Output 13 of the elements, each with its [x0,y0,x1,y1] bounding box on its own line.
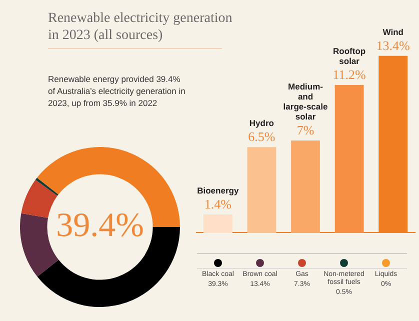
data-label: 13.4% [376,38,410,53]
data-label: 7% [296,122,314,138]
data-label: 1.4% [204,196,232,212]
data-label: 11.2% [332,66,366,82]
x-tick-label: Bioenergy [197,186,239,196]
x-tick-label: Medium- and large-scale solar [283,82,328,122]
x-tick-label: Wind [382,27,404,38]
chart-title: Renewable electricity generation in 2023 (all sources) [48,10,234,44]
data-label: 6.5% [248,129,276,144]
chart-subtitle: Renewable energy provided 39.4% of Australia’s electricity generation in 2023, up from 35.9% in 2022 [48,73,186,109]
x-tick-label: Rooftop solar [333,46,366,66]
x-tick-label: Hydro [249,118,274,128]
data-label: 39.4% [56,206,144,244]
